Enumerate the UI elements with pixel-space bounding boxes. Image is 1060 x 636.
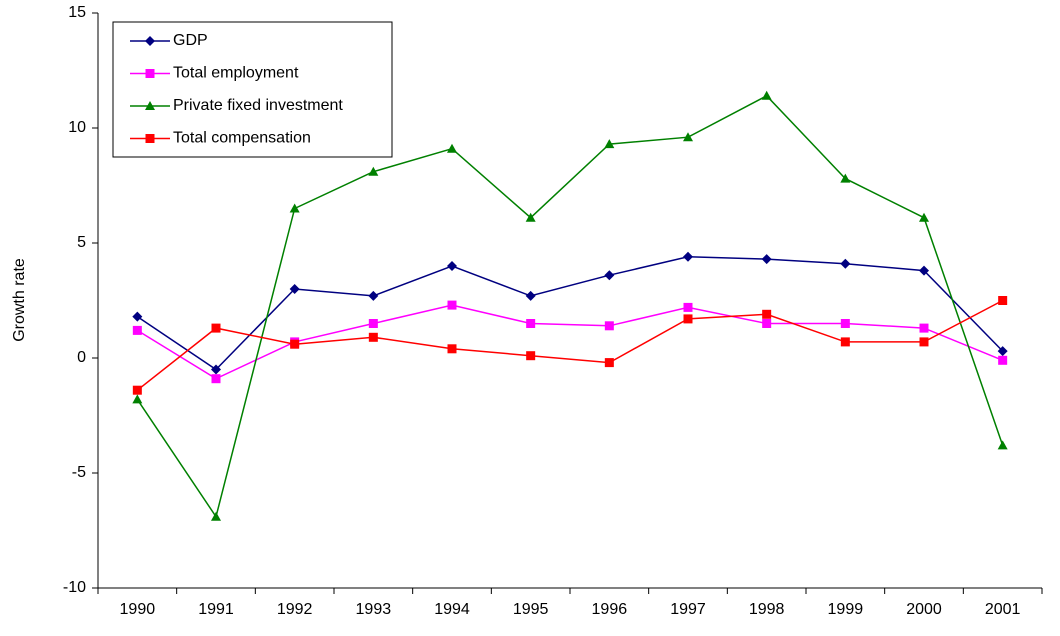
data-point: [132, 385, 142, 395]
data-point: [604, 358, 614, 368]
legend-marker: [145, 69, 155, 78]
legend-label: Total compensation: [173, 130, 311, 147]
data-point: [211, 511, 221, 521]
legend-box: [112, 21, 393, 158]
data-point: [761, 254, 772, 265]
data-point: [840, 258, 851, 269]
y-axis-label: Growth rate: [11, 258, 28, 342]
data-point: [132, 325, 142, 335]
data-point: [368, 166, 379, 176]
series-line: [136, 304, 1003, 380]
y-tick-label: 0: [77, 349, 86, 366]
x-tick-label: 1996: [592, 601, 628, 618]
x-tick-label: 1991: [198, 601, 234, 618]
data-point: [447, 344, 457, 354]
x-tick-label: 1992: [277, 601, 313, 618]
data-point: [211, 364, 221, 375]
data-point: [997, 440, 1008, 450]
data-point: [840, 319, 850, 328]
data-point: [761, 90, 772, 100]
data-point: [840, 337, 850, 347]
data-point: [525, 212, 536, 222]
data-point: [683, 132, 693, 142]
y-tick-label: -10: [63, 579, 86, 596]
data-point: [998, 355, 1008, 365]
data-point: [683, 302, 693, 312]
x-tick-label: 1997: [670, 601, 706, 618]
data-point: [132, 394, 143, 404]
data-point: [604, 321, 614, 331]
x-tick-label: 1998: [749, 601, 785, 618]
data-point: [447, 300, 457, 310]
data-point: [526, 319, 536, 328]
data-point: [683, 314, 693, 324]
data-point: [919, 212, 929, 222]
data-point: [447, 261, 457, 271]
data-point: [998, 296, 1008, 305]
legend-marker: [145, 36, 155, 46]
data-point: [526, 351, 536, 361]
y-tick-label: 15: [68, 4, 86, 21]
legend-label: GDP: [173, 32, 208, 49]
data-point: [604, 270, 615, 281]
data-point: [211, 323, 221, 333]
data-point: [762, 319, 772, 328]
series-line: [136, 256, 1004, 371]
data-point: [132, 311, 143, 322]
data-point: [683, 251, 693, 262]
x-tick-label: 1994: [434, 601, 470, 618]
y-tick-label: 5: [77, 234, 86, 251]
data-point: [604, 139, 615, 149]
legend-label: Private fixed investment: [173, 97, 343, 114]
x-tick-label: 1993: [356, 601, 392, 618]
series-line: [136, 299, 1004, 391]
data-point: [289, 284, 300, 294]
data-point: [919, 265, 929, 276]
y-tick-label: 10: [68, 119, 86, 136]
data-point: [447, 143, 457, 153]
legend-label: Total employment: [173, 65, 299, 82]
data-point: [525, 290, 536, 301]
data-point: [919, 337, 929, 347]
x-tick-label: 2001: [985, 601, 1021, 618]
series-line: [136, 94, 1004, 519]
x-tick-label: 1990: [120, 601, 156, 618]
data-point: [919, 323, 929, 333]
data-point: [997, 346, 1008, 357]
data-point: [290, 339, 300, 349]
y-tick-label: -5: [72, 464, 86, 481]
legend-marker: [145, 101, 155, 110]
data-point: [368, 332, 378, 342]
data-point: [762, 309, 772, 319]
x-tick-label: 2000: [906, 601, 942, 618]
x-tick-label: 1999: [828, 601, 864, 618]
data-point: [840, 173, 851, 183]
data-point: [289, 203, 300, 213]
data-point: [211, 374, 221, 384]
x-tick-label: 1995: [513, 601, 549, 618]
data-point: [368, 319, 378, 328]
data-point: [368, 290, 379, 301]
legend-marker: [145, 134, 155, 143]
